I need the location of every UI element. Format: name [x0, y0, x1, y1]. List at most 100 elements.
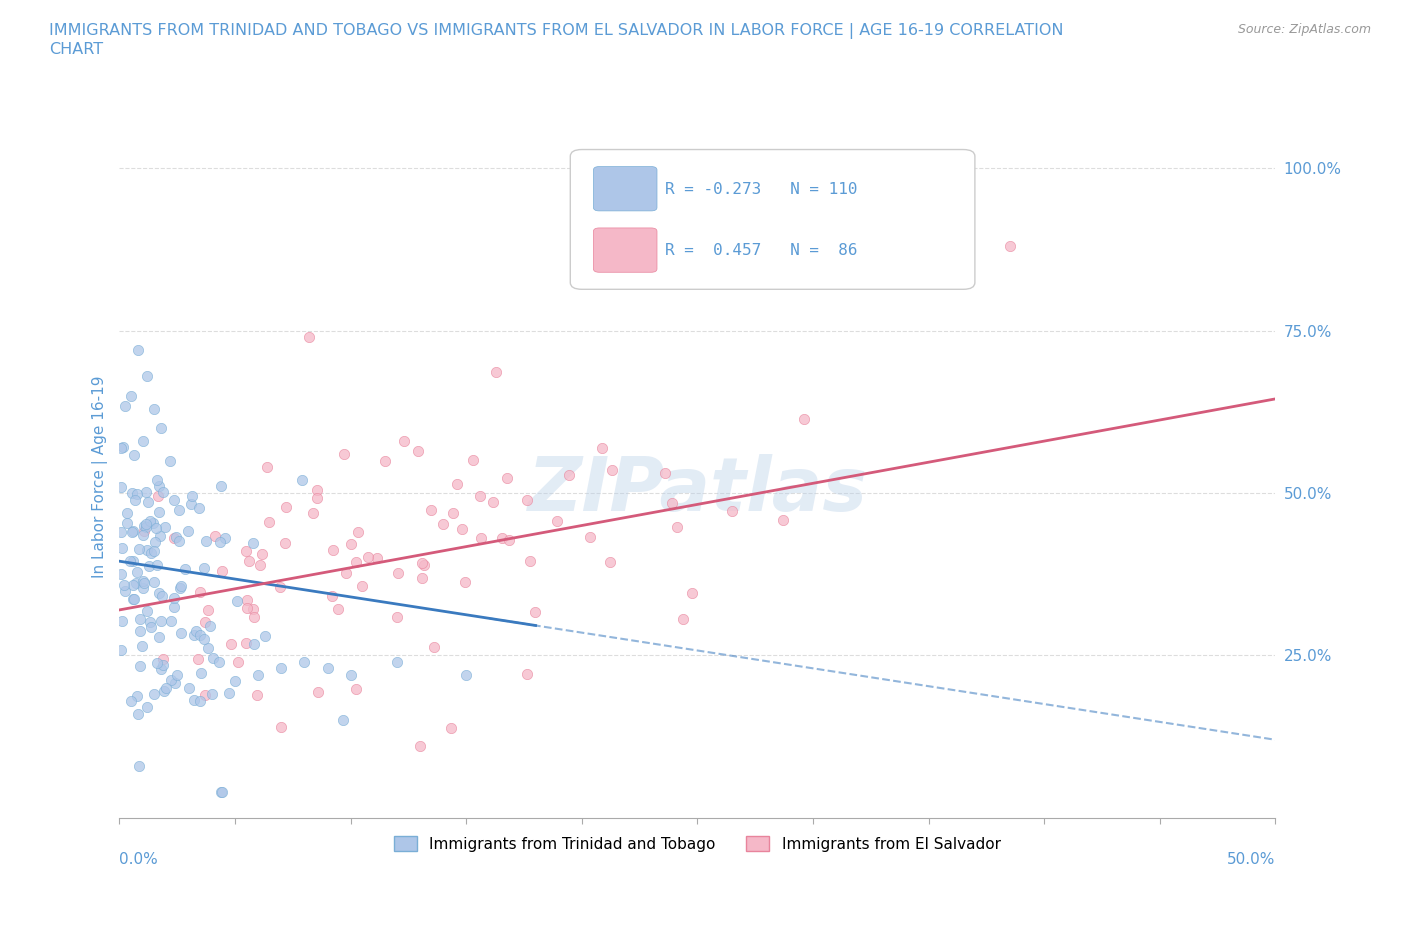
Point: [111, 440, 134, 455]
FancyBboxPatch shape: [593, 166, 657, 211]
Point: [422, 639, 444, 654]
Point: [298, 330, 321, 345]
Point: [146, 489, 169, 504]
Point: [193, 560, 215, 575]
Point: [143, 401, 166, 416]
Point: [406, 444, 429, 458]
Point: [249, 558, 271, 573]
Point: [162, 600, 184, 615]
Point: [174, 562, 197, 577]
Point: [197, 641, 219, 656]
Point: [672, 612, 695, 627]
Point: [111, 614, 134, 629]
Point: [441, 506, 464, 521]
Point: [160, 673, 183, 688]
Point: [661, 495, 683, 510]
Point: [169, 580, 191, 595]
Point: [356, 550, 378, 565]
Point: [254, 629, 277, 644]
Point: [141, 619, 163, 634]
Point: [125, 576, 148, 591]
Point: [127, 343, 149, 358]
Point: [142, 575, 165, 590]
Y-axis label: In Labor Force | Age 16-19: In Labor Force | Age 16-19: [93, 376, 108, 578]
Point: [114, 398, 136, 413]
Point: [135, 485, 157, 499]
Legend: Immigrants from Trinidad and Tobago, Immigrants from El Salvador: Immigrants from Trinidad and Tobago, Imm…: [388, 830, 1007, 857]
Point: [599, 554, 621, 569]
Point: [121, 485, 143, 500]
Point: [128, 758, 150, 773]
Point: [184, 624, 207, 639]
Point: [114, 583, 136, 598]
Point: [412, 557, 434, 572]
Point: [132, 527, 155, 542]
Point: [135, 516, 157, 531]
Point: [681, 585, 703, 600]
Point: [579, 530, 602, 545]
Point: [498, 532, 520, 547]
Text: 0.0%: 0.0%: [120, 852, 159, 867]
Point: [211, 784, 233, 799]
Point: [127, 707, 149, 722]
Point: [194, 615, 217, 630]
Point: [387, 565, 409, 580]
Point: [135, 542, 157, 557]
Point: [176, 524, 198, 538]
Point: [194, 533, 217, 548]
Point: [183, 628, 205, 643]
Point: [152, 589, 174, 604]
Point: [385, 655, 408, 670]
Point: [307, 685, 329, 700]
Text: R =  0.457   N =  86: R = 0.457 N = 86: [665, 243, 858, 258]
Point: [135, 519, 157, 534]
Point: [366, 551, 388, 565]
Point: [188, 500, 211, 515]
Point: [600, 463, 623, 478]
Point: [136, 700, 159, 715]
Point: [243, 636, 266, 651]
Point: [226, 655, 249, 670]
Text: R = -0.273   N = 110: R = -0.273 N = 110: [665, 181, 858, 196]
Point: [120, 388, 142, 403]
Point: [411, 571, 433, 586]
Point: [110, 441, 132, 456]
Point: [110, 566, 132, 581]
Point: [491, 530, 513, 545]
Point: [148, 505, 170, 520]
Point: [152, 485, 174, 499]
Point: [136, 495, 159, 510]
Point: [235, 635, 257, 650]
Point: [200, 618, 222, 633]
Point: [409, 738, 432, 753]
Point: [143, 687, 166, 702]
Point: [339, 537, 361, 551]
Point: [169, 579, 191, 594]
Text: ZIPatlas: ZIPatlas: [527, 454, 868, 527]
Point: [225, 594, 247, 609]
Point: [411, 556, 433, 571]
FancyBboxPatch shape: [593, 228, 657, 272]
Point: [209, 784, 232, 799]
Point: [142, 516, 165, 531]
Point: [136, 604, 159, 618]
Point: [236, 592, 259, 607]
Text: 50.0%: 50.0%: [1227, 852, 1275, 867]
Point: [163, 493, 186, 508]
Point: [139, 615, 162, 630]
Point: [224, 674, 246, 689]
Point: [136, 368, 159, 383]
Point: [121, 525, 143, 539]
Point: [218, 685, 240, 700]
Point: [127, 688, 149, 703]
Point: [350, 578, 373, 593]
Point: [519, 553, 541, 568]
Point: [142, 543, 165, 558]
Point: [256, 459, 278, 474]
Point: [163, 531, 186, 546]
FancyBboxPatch shape: [571, 150, 974, 289]
Point: [496, 471, 519, 485]
Point: [128, 658, 150, 673]
Point: [190, 694, 212, 709]
Point: [127, 565, 149, 579]
